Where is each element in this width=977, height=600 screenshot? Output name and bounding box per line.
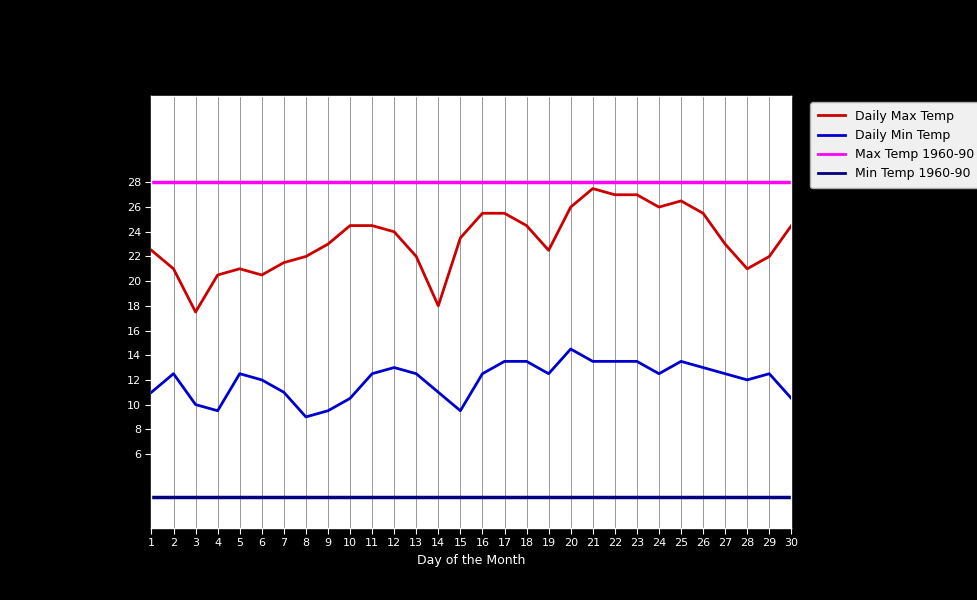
Daily Max Temp (410, 253, 422, 260)
Legend: Daily Max Temp, Daily Min Temp, Max Temp 1960-90, Min Temp 1960-90: Daily Max Temp, Daily Min Temp, Max Temp… (810, 102, 977, 188)
Daily Min Temp (300, 413, 312, 421)
Text: Payhembury Temperatures: Payhembury Temperatures (350, 21, 593, 39)
Daily Min Temp (742, 376, 753, 383)
Daily Min Temp (256, 376, 268, 383)
Daily Min Temp (763, 370, 775, 377)
Daily Max Temp (388, 228, 400, 235)
Daily Min Temp (498, 358, 510, 365)
Daily Max Temp (587, 185, 599, 192)
Daily Max Temp (278, 259, 290, 266)
Daily Max Temp (498, 209, 510, 217)
Max Temp 1960-90 (146, 179, 157, 186)
Daily Max Temp (763, 253, 775, 260)
Daily Min Temp (477, 370, 488, 377)
Daily Min Temp (587, 358, 599, 365)
Daily Min Temp (786, 395, 797, 402)
Daily Max Temp (366, 222, 378, 229)
Text: June 2014: June 2014 (433, 57, 510, 72)
Daily Min Temp (278, 389, 290, 396)
Daily Max Temp (698, 209, 709, 217)
Daily Min Temp (212, 407, 224, 415)
X-axis label: Day of the Month: Day of the Month (417, 554, 526, 567)
Daily Max Temp (786, 222, 797, 229)
Daily Max Temp (609, 191, 620, 199)
Daily Max Temp (477, 209, 488, 217)
Daily Max Temp (146, 247, 157, 254)
Daily Min Temp (344, 395, 356, 402)
Daily Max Temp (256, 271, 268, 278)
Daily Max Temp (454, 235, 466, 242)
Max Temp 1960-90 (123, 179, 135, 186)
Min Temp 1960-90 (123, 494, 135, 501)
Daily Min Temp (366, 370, 378, 377)
Daily Max Temp (675, 197, 687, 205)
Daily Max Temp (653, 203, 664, 211)
Daily Max Temp (168, 265, 180, 272)
Daily Max Temp (212, 271, 224, 278)
Daily Min Temp (190, 401, 201, 408)
Daily Min Temp (653, 370, 664, 377)
Daily Min Temp (698, 364, 709, 371)
Daily Min Temp (521, 358, 532, 365)
Daily Max Temp (190, 308, 201, 316)
Daily Min Temp (565, 346, 576, 353)
Daily Min Temp (146, 389, 157, 396)
Daily Min Temp (631, 358, 643, 365)
Daily Max Temp (742, 265, 753, 272)
Daily Max Temp (631, 191, 643, 199)
Daily Min Temp (168, 370, 180, 377)
Daily Min Temp (410, 370, 422, 377)
Min Temp 1960-90 (146, 494, 157, 501)
Daily Max Temp (344, 222, 356, 229)
Daily Max Temp (433, 302, 445, 310)
Daily Min Temp (675, 358, 687, 365)
Line: Daily Min Temp: Daily Min Temp (151, 349, 791, 417)
Line: Daily Max Temp: Daily Max Temp (151, 188, 791, 312)
Daily Max Temp (719, 241, 731, 248)
Daily Min Temp (543, 370, 555, 377)
Daily Max Temp (565, 203, 576, 211)
Daily Min Temp (719, 370, 731, 377)
Daily Max Temp (234, 265, 245, 272)
Daily Min Temp (433, 389, 445, 396)
Daily Min Temp (234, 370, 245, 377)
Daily Min Temp (322, 407, 334, 415)
Daily Max Temp (300, 253, 312, 260)
Daily Max Temp (521, 222, 532, 229)
Daily Min Temp (454, 407, 466, 415)
Daily Min Temp (609, 358, 620, 365)
Daily Max Temp (543, 247, 555, 254)
Daily Min Temp (388, 364, 400, 371)
Daily Max Temp (322, 241, 334, 248)
